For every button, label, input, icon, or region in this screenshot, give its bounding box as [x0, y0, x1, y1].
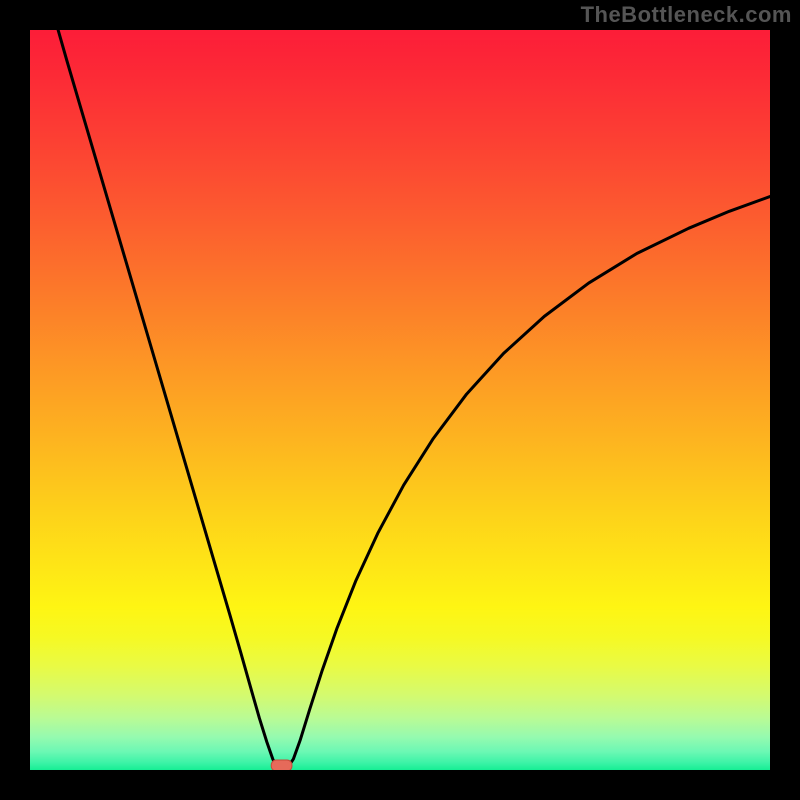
chart-svg: [30, 30, 770, 770]
optimal-point-marker: [271, 760, 292, 770]
chart-background: [30, 30, 770, 770]
watermark-text: TheBottleneck.com: [581, 2, 792, 28]
root-container: TheBottleneck.com: [0, 0, 800, 800]
border-bottom: [0, 770, 800, 800]
border-left: [0, 0, 30, 800]
plot-area: [30, 30, 770, 770]
border-right: [770, 0, 800, 800]
